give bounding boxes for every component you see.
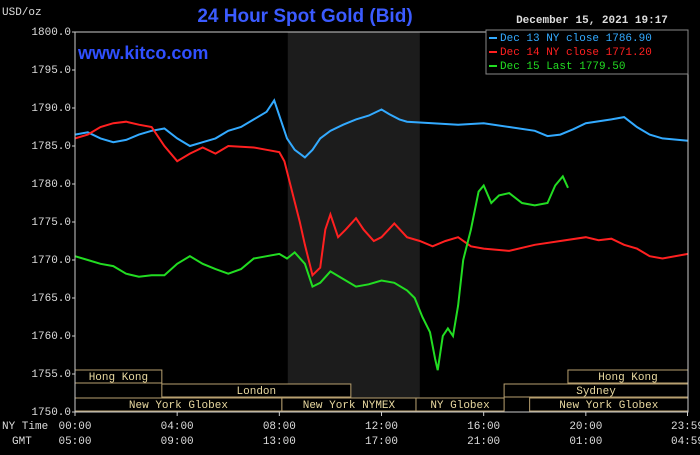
plot-frame [74,31,689,413]
chart-title: 24 Hour Spot Gold (Bid) [197,6,412,27]
x-tick-label: 16:00 [467,421,500,433]
x-tick-label: 04:00 [161,421,194,433]
y-tick-label: 1795.0 [31,65,71,77]
session-label: Sydney [576,386,616,398]
gmt-label: GMT [12,436,32,448]
gmt-tick-label: 21:00 [467,436,500,448]
y-tick-label: 1785.0 [31,141,71,153]
x-tick-label: 12:00 [365,421,398,433]
price-line [74,174,569,371]
x-tick-label: 23:59 [671,421,700,433]
session-label: New York NYMEX [303,400,396,412]
y-tick-label: 1790.0 [31,103,71,115]
gmt-tick-label: 04:59 [671,436,700,448]
y-tick-label: 1750.0 [31,407,71,419]
gmt-tick-label: 05:00 [58,436,91,448]
gmt-tick-label: 17:00 [365,436,398,448]
y-tick-label: 1800.0 [31,27,71,39]
y-tick-label: 1770.0 [31,255,71,267]
legend-label: Dec 14 NY close 1771.20 [500,47,652,59]
legend-label: Dec 13 NY close 1786.90 [500,33,652,45]
y-tick-label: 1780.0 [31,179,71,191]
price-line [74,98,689,159]
legend-box [485,29,689,75]
timestamp: December 15, 2021 19:17 [516,15,668,27]
x-tick-label: 00:00 [58,421,91,433]
session-label: Hong Kong [598,372,657,384]
gmt-tick-label: 13:00 [263,436,296,448]
y-tick-label: 1760.0 [31,331,71,343]
y-tick-label: 1775.0 [31,217,71,229]
x-tick-label: 20:00 [569,421,602,433]
price-line [74,120,689,278]
y-unit: USD/oz [2,7,42,19]
gmt-tick-label: 01:00 [569,436,602,448]
session-label: NY Globex [430,400,490,412]
session-label: Hong Kong [89,372,148,384]
watermark: www.kitco.com [77,43,208,63]
session-box [161,383,352,398]
session-label: New York Globex [559,400,658,412]
y-tick-label: 1765.0 [31,293,71,305]
ny-time-label: NY Time [2,421,48,433]
session-label: London [237,386,277,398]
session-box [415,397,505,412]
session-label: New York Globex [129,400,228,412]
gmt-tick-label: 09:00 [161,436,194,448]
x-tick-label: 08:00 [263,421,296,433]
legend-label: Dec 15 Last 1779.50 [500,61,625,73]
y-tick-label: 1755.0 [31,369,71,381]
